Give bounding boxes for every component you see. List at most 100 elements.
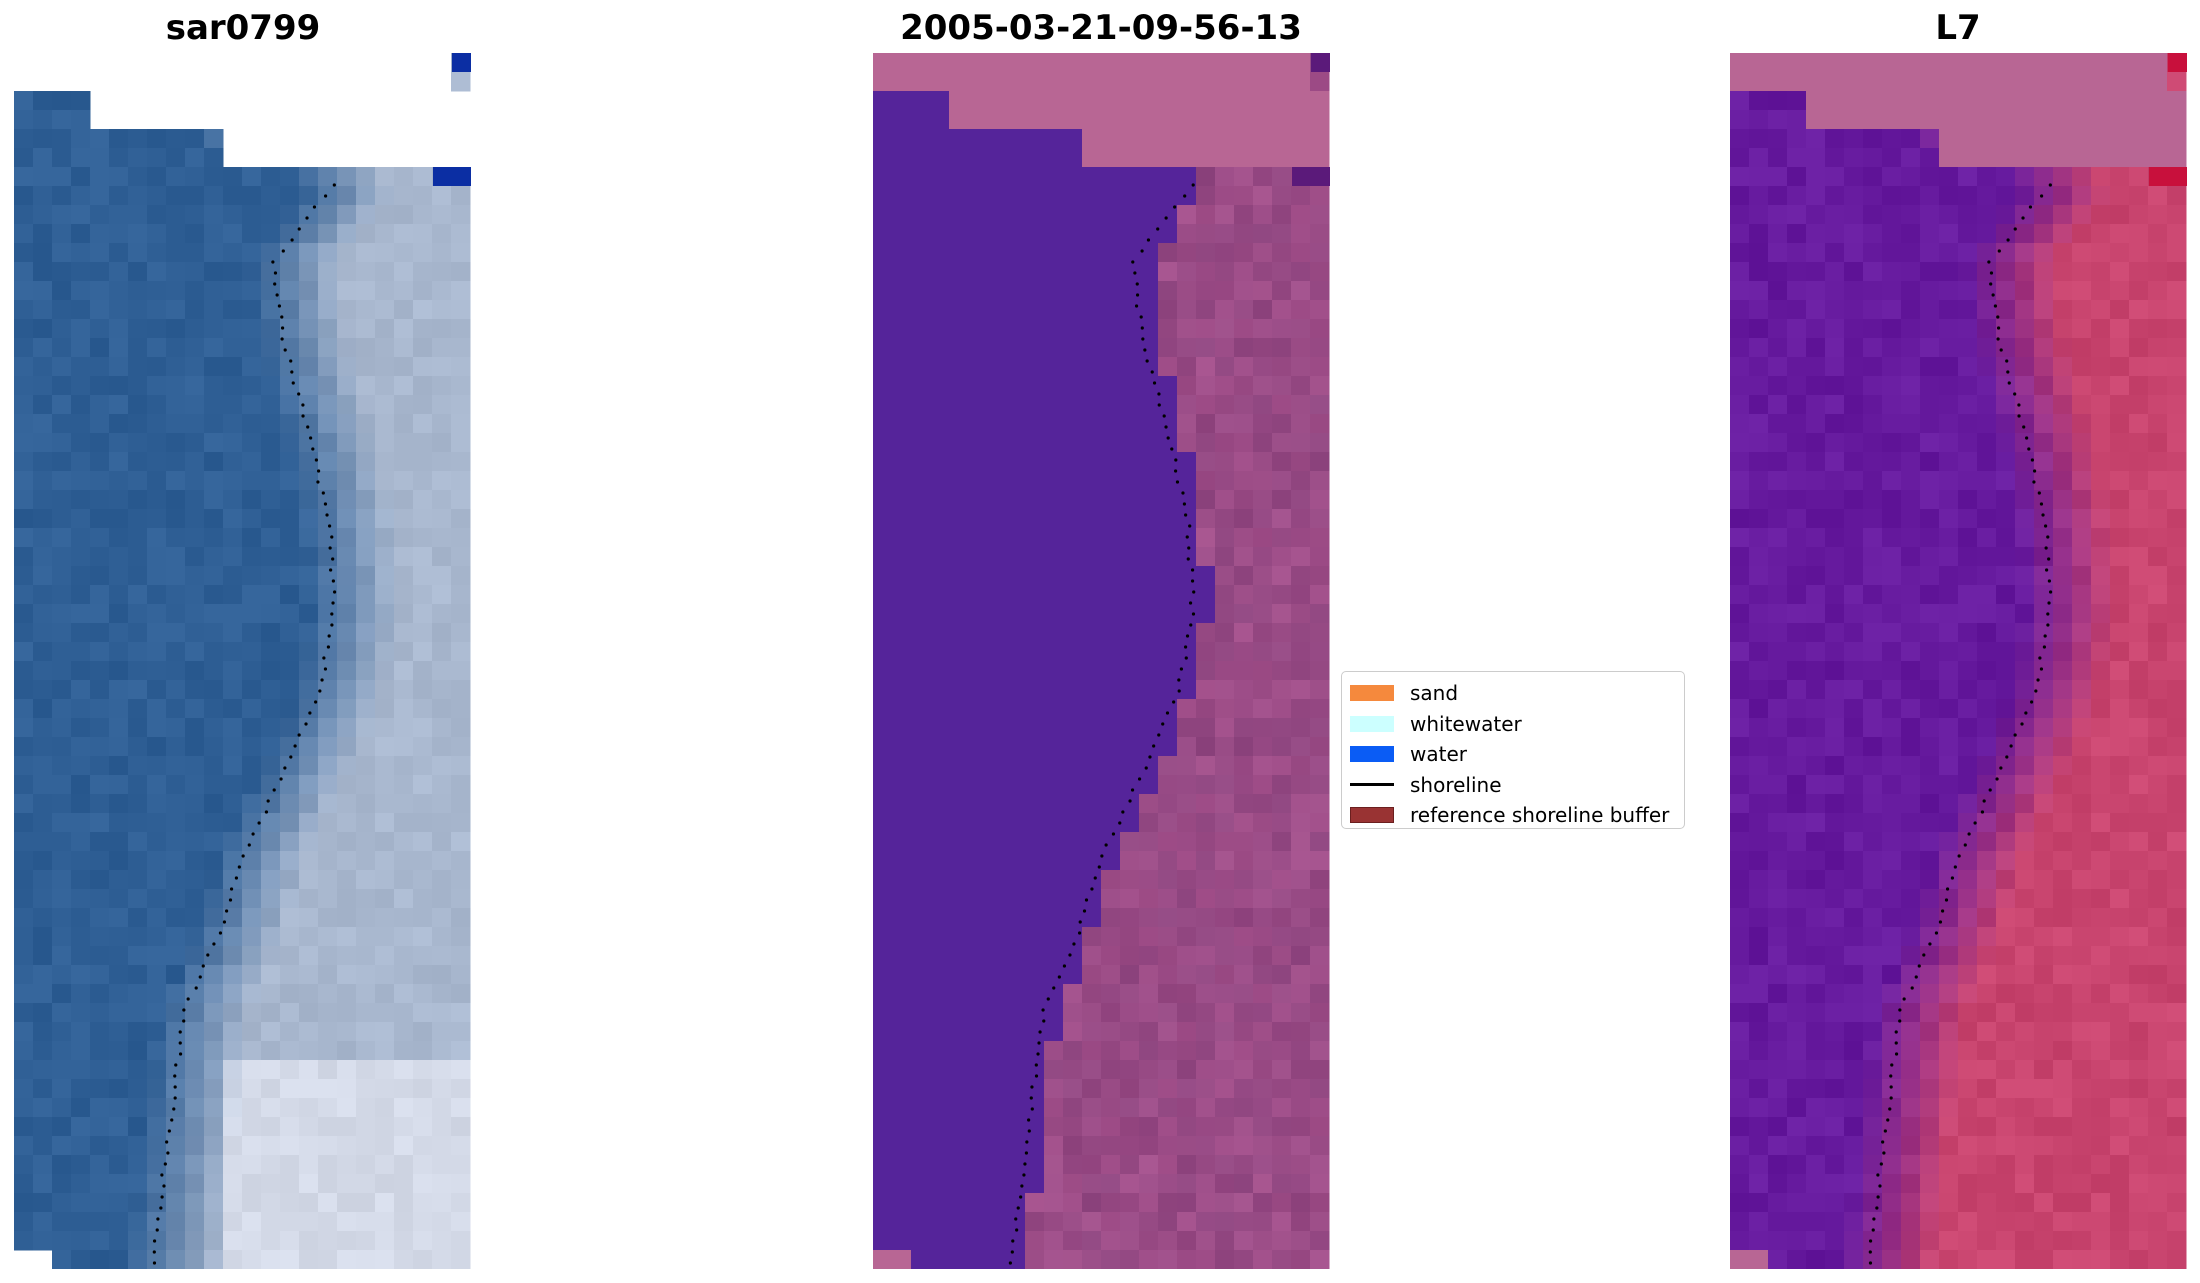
image-pixel — [261, 965, 281, 985]
image-pixel — [1158, 737, 1178, 757]
shoreline-point — [324, 194, 328, 198]
image-pixel — [2072, 1155, 2092, 1175]
image-pixel — [432, 946, 452, 966]
image-pixel — [1234, 1136, 1254, 1156]
image-pixel — [1920, 91, 1940, 111]
image-pixel — [147, 186, 167, 206]
image-pixel — [1044, 72, 1064, 92]
image-pixel — [223, 376, 243, 396]
image-pixel — [1310, 1079, 1330, 1099]
shoreline-point — [1999, 766, 2003, 770]
image-pixel — [1044, 870, 1064, 890]
shoreline-point — [273, 282, 277, 286]
image-pixel — [14, 319, 34, 339]
shoreline-point — [2017, 414, 2021, 418]
image-pixel — [242, 1250, 262, 1269]
image-pixel — [90, 167, 110, 187]
image-pixel — [432, 490, 452, 510]
image-pixel — [413, 319, 433, 339]
image-pixel — [1006, 1117, 1026, 1137]
image-pixel — [1310, 1117, 1330, 1137]
image-pixel — [1196, 338, 1216, 358]
image-pixel — [128, 528, 148, 548]
image-pixel — [1958, 794, 1978, 814]
image-pixel — [1044, 300, 1064, 320]
image-pixel — [873, 148, 893, 168]
image-pixel — [280, 528, 300, 548]
image-pixel — [166, 889, 186, 909]
image-pixel — [1101, 186, 1121, 206]
image-pixel — [1291, 243, 1311, 263]
image-pixel — [242, 1193, 262, 1213]
image-pixel — [299, 1174, 319, 1194]
image-pixel — [1939, 775, 1959, 795]
image-pixel — [1749, 1193, 1769, 1213]
image-pixel — [968, 262, 988, 282]
image-pixel — [1006, 927, 1026, 947]
image-pixel — [337, 1098, 357, 1118]
image-pixel — [987, 452, 1007, 472]
image-pixel — [204, 718, 224, 738]
image-pixel — [911, 148, 931, 168]
shoreline-point — [1118, 821, 1122, 825]
image-pixel — [1025, 775, 1045, 795]
image-pixel — [1749, 1231, 1769, 1251]
image-pixel — [337, 414, 357, 434]
shoreline-point — [2006, 238, 2010, 242]
image-pixel — [1844, 1060, 1864, 1080]
image-pixel — [394, 224, 414, 244]
image-pixel — [147, 395, 167, 415]
image-pixel — [14, 547, 34, 567]
image-pixel — [451, 395, 471, 415]
image-pixel — [185, 1003, 205, 1023]
image-pixel — [2034, 1098, 2054, 1118]
image-pixel — [1196, 623, 1216, 643]
image-pixel — [1234, 1060, 1254, 1080]
image-pixel — [375, 946, 395, 966]
image-pixel — [1177, 547, 1197, 567]
image-pixel — [2167, 414, 2187, 434]
image-pixel — [1063, 642, 1083, 662]
image-pixel — [261, 870, 281, 890]
shoreline-point — [1184, 656, 1188, 660]
image-pixel — [987, 908, 1007, 928]
image-pixel — [949, 813, 969, 833]
image-pixel — [1063, 813, 1083, 833]
image-pixel — [1063, 186, 1083, 206]
image-pixel — [1787, 205, 1807, 225]
image-pixel — [911, 129, 931, 149]
image-pixel — [1139, 281, 1159, 301]
image-pixel — [1787, 718, 1807, 738]
image-pixel — [1025, 1212, 1045, 1232]
image-pixel — [280, 794, 300, 814]
image-pixel — [1158, 338, 1178, 358]
image-pixel — [318, 775, 338, 795]
image-pixel — [1101, 110, 1121, 130]
image-pixel — [242, 376, 262, 396]
image-pixel — [2129, 642, 2149, 662]
shoreline-point — [1189, 623, 1193, 627]
image-pixel — [2148, 224, 2168, 244]
image-pixel — [1082, 946, 1102, 966]
image-pixel — [2091, 1003, 2111, 1023]
image-pixel — [261, 262, 281, 282]
shoreline-point — [1011, 1239, 1015, 1243]
image-pixel — [1063, 623, 1083, 643]
image-pixel — [1177, 72, 1197, 92]
shoreline-point — [275, 293, 279, 297]
image-pixel — [71, 1041, 91, 1061]
image-pixel — [128, 167, 148, 187]
image-pixel — [1025, 1022, 1045, 1042]
image-pixel — [1901, 946, 1921, 966]
image-pixel — [242, 395, 262, 415]
shoreline-point — [173, 1074, 177, 1078]
image-pixel — [451, 281, 471, 301]
image-pixel — [1196, 1250, 1216, 1269]
shoreline-point — [186, 997, 190, 1001]
shoreline-point — [1996, 315, 2000, 319]
image-pixel — [1730, 585, 1750, 605]
image-pixel — [1272, 813, 1292, 833]
image-pixel — [1272, 1003, 1292, 1023]
image-pixel — [1082, 927, 1102, 947]
shoreline-point — [1144, 766, 1148, 770]
